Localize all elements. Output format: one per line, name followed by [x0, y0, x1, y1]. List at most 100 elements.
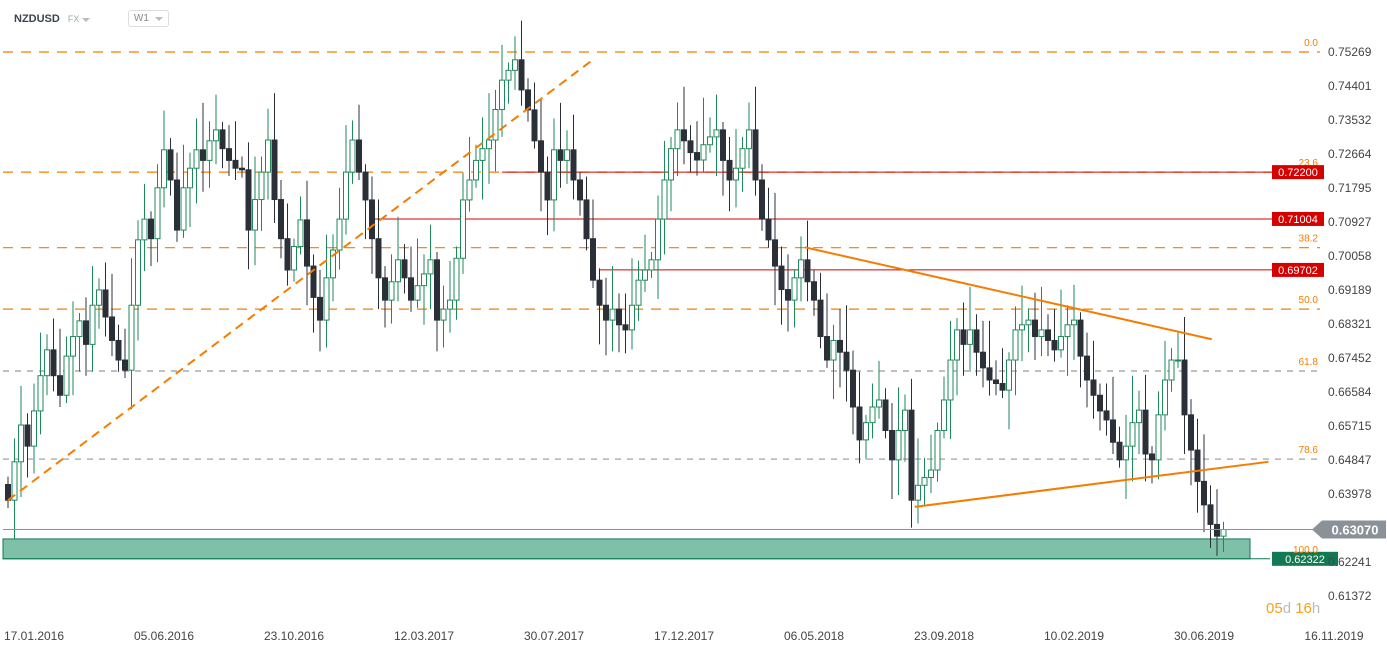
candle-bearish — [596, 279, 603, 306]
candle-bullish — [161, 149, 167, 189]
candle-bullish — [258, 171, 265, 201]
candle-bullish — [1155, 414, 1162, 461]
trendline — [914, 460, 1269, 508]
candle-bearish — [1051, 339, 1058, 351]
candle-bullish — [564, 149, 570, 161]
candle-bullish — [440, 308, 447, 321]
candle-bearish — [531, 109, 538, 142]
timeframe-selector[interactable]: W1 — [127, 10, 169, 27]
candle-bearish — [765, 218, 772, 241]
chart-header: NZDUSD FX W1 — [14, 10, 169, 27]
candle-bullish — [921, 476, 928, 486]
candle-bearish — [24, 424, 31, 447]
candle-bullish — [1162, 379, 1168, 416]
candle-bearish — [772, 239, 778, 267]
candle-bearish — [778, 265, 785, 291]
candle-bullish — [1175, 359, 1181, 362]
candle-bearish — [232, 159, 239, 169]
candle-bearish — [752, 129, 759, 181]
candle-bullish — [642, 269, 648, 281]
candle-bullish — [551, 149, 557, 201]
candle-bearish — [986, 367, 993, 381]
candle-bullish — [512, 59, 518, 71]
y-tick-label: 0.72664 — [1328, 147, 1372, 161]
candle-bullish — [388, 281, 395, 301]
candle-bullish — [648, 259, 655, 271]
candle-bullish — [1019, 324, 1025, 331]
x-tick-label: 17.01.2016 — [4, 629, 64, 643]
candle-bullish — [1136, 409, 1142, 424]
candle-bullish — [421, 273, 427, 287]
candle-bearish — [1181, 359, 1188, 416]
candle-bearish — [908, 409, 915, 501]
candle-bearish — [271, 139, 278, 201]
chevron-down-icon — [154, 16, 163, 21]
candle-bullish — [96, 289, 102, 306]
candle-bullish — [700, 144, 707, 161]
candle-bullish — [902, 409, 908, 431]
candle-bearish — [1032, 319, 1038, 338]
candle-bearish — [850, 369, 856, 408]
support-price-label: 0.62322 — [1285, 554, 1325, 566]
support-zone — [2, 538, 1251, 560]
candle-bullish — [31, 410, 37, 447]
fib-level-label: 23.6 — [1299, 158, 1319, 169]
x-tick-label: 30.06.2019 — [1174, 629, 1234, 643]
candle-bearish — [837, 339, 843, 353]
candle-bearish — [1194, 449, 1201, 482]
candle-bearish — [278, 199, 284, 240]
fib-level-label: 50.0 — [1299, 295, 1319, 306]
x-tick-label: 12.03.2017 — [394, 629, 454, 643]
candle-bearish — [525, 89, 531, 111]
y-tick-label: 0.70927 — [1328, 215, 1372, 229]
candle-bullish — [395, 259, 401, 283]
candle-bullish — [655, 218, 661, 261]
candle-bullish — [414, 285, 421, 301]
candle-bearish — [1110, 419, 1116, 443]
candle-bearish — [1214, 523, 1220, 537]
candle-bullish — [336, 218, 343, 251]
candle-bearish — [993, 379, 999, 385]
candle-bearish — [603, 304, 609, 321]
x-tick-label: 16.11.2019 — [1304, 629, 1363, 643]
candle-bearish — [1045, 329, 1051, 341]
candle-bullish — [635, 279, 642, 306]
candle-bearish — [544, 171, 551, 201]
candle-bullish — [297, 219, 304, 248]
candle-bearish — [1116, 441, 1123, 461]
candle-bearish — [622, 324, 629, 331]
candle-bullish — [876, 399, 882, 408]
candle-bearish — [694, 152, 700, 161]
candle-bullish — [323, 277, 330, 321]
fib-level-label: 78.6 — [1299, 445, 1319, 456]
candle-bearish — [375, 238, 382, 279]
timeframe-label: W1 — [133, 13, 149, 24]
candle-bullish — [473, 159, 479, 181]
x-tick-label: 30.07.2017 — [524, 629, 584, 643]
candle-bullish — [460, 199, 466, 259]
candle-bullish — [128, 304, 135, 371]
current-price-badge — [1312, 520, 1386, 539]
candle-bullish — [492, 109, 499, 141]
resistance-label: 0.72200 — [1278, 167, 1318, 179]
candle-bearish — [304, 219, 310, 267]
candle-bearish — [590, 238, 596, 281]
fib-level-label: 61.8 — [1299, 357, 1319, 368]
candle-bullish — [733, 167, 739, 181]
candle-bullish — [213, 129, 219, 142]
current-price-label: 0.63070 — [1332, 523, 1379, 538]
candle-bullish — [206, 140, 213, 161]
candle-bearish — [57, 375, 63, 396]
market-selector[interactable]: FX — [68, 14, 90, 24]
x-tick-label: 23.10.2016 — [264, 629, 324, 643]
candle-bullish — [154, 187, 161, 240]
candle-bearish — [811, 281, 817, 301]
candle-bearish — [317, 296, 323, 321]
candle-bullish — [954, 329, 960, 361]
candle-bullish — [89, 304, 96, 345]
candle-bullish — [934, 429, 941, 471]
candle-bearish — [382, 277, 388, 301]
candle-bullish — [76, 320, 83, 338]
x-tick-label: 10.02.2019 — [1044, 629, 1104, 643]
